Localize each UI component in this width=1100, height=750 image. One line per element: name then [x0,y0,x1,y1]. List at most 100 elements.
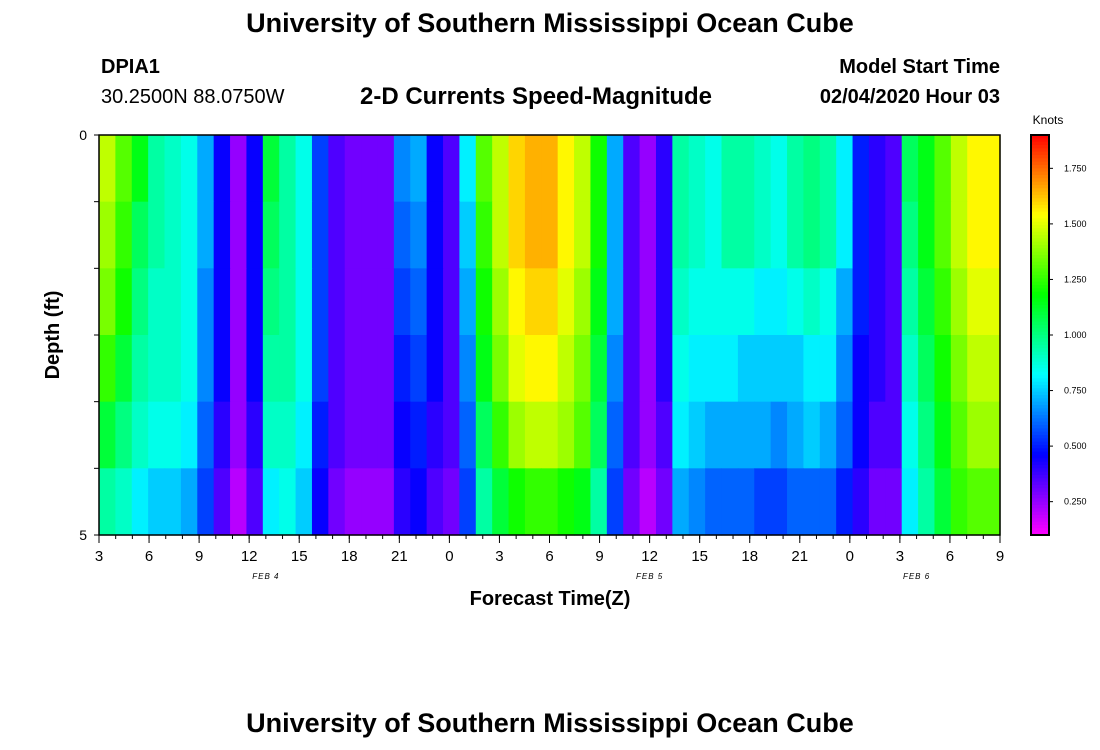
heatmap-cell [230,401,248,469]
colorbar-step [1031,208,1049,213]
heatmap-cell [721,335,739,403]
colorbar-step [1031,295,1049,299]
heatmap-cell [787,335,805,403]
colorbar-step [1031,365,1049,369]
heatmap-cell [524,135,542,203]
heatmap-cell [721,468,739,536]
heatmap-cell [787,135,805,203]
colorbar-tick-label: 1.500 [1064,219,1087,229]
heatmap-cell [655,468,673,536]
colorbar-step [1031,435,1049,439]
heatmap-cell [803,468,821,536]
x-tick-label: 15 [291,548,308,565]
colorbar-step [1031,441,1049,446]
heatmap-cell [377,468,395,536]
heatmap-cell [983,268,1001,336]
colorbar-step [1031,155,1049,159]
colorbar-step [1031,368,1049,373]
heatmap-cell [115,201,133,269]
heatmap-cell [885,268,903,336]
heatmap-cell [868,135,886,203]
colorbar-step [1031,325,1049,329]
heatmap-cell [639,335,657,403]
colorbar-step [1031,331,1049,336]
colorbar-step [1031,321,1049,326]
heatmap-cell [344,401,362,469]
heatmap-cell [426,401,444,469]
colorbar-step [1031,385,1049,389]
x-tick-label: 12 [641,548,658,565]
colorbar-step [1031,465,1049,469]
x-tick-label: 21 [791,548,808,565]
colorbar-step [1031,165,1049,169]
heatmap-cell [606,135,624,203]
colorbar-step [1031,375,1049,379]
heatmap-cell [950,335,968,403]
heatmap-cell [459,268,477,336]
heatmap-cell [377,335,395,403]
heatmap-cell [770,468,788,536]
heatmap-cell [475,468,493,536]
heatmap-cell [557,335,575,403]
day-label: FEB 5 [636,572,663,581]
x-tick-label: 3 [95,548,103,565]
colorbar-step [1031,361,1049,366]
heatmap-cell [492,268,510,336]
colorbar-step [1031,291,1049,296]
colorbar-step [1031,521,1049,526]
x-axis: 3 6 9 12 15 18 21 0 3 6 9 12 15 18 21 0 3 6 9 FEB 4 FEB 5 FEB… [95,535,1004,581]
heatmap-cell [852,335,870,403]
heatmap-cell [770,135,788,203]
heatmap-cell [590,468,608,536]
heatmap-cell [393,268,411,336]
colorbar-step [1031,255,1049,259]
heatmap-cell [230,468,248,536]
heatmap-cell [197,335,215,403]
x-tick-label: 9 [595,548,603,565]
heatmap-cell [492,335,510,403]
heatmap-cell [443,268,460,336]
colorbar-step [1031,181,1049,186]
heatmap-cell [328,468,346,536]
heatmap-cell [639,468,657,536]
x-tick-label: 18 [341,548,358,565]
heatmap-cell [787,201,805,269]
colorbar-step [1031,225,1049,229]
heatmap-cell [524,401,542,469]
heatmap-cell [328,335,346,403]
heatmap-cell [934,268,952,336]
x-tick-label: 6 [145,548,153,565]
heatmap-cell [508,268,526,336]
heatmap-cell [410,201,428,269]
x-tick-label: 6 [545,548,553,565]
heatmap-cell [344,468,362,536]
heatmap-cell [983,201,1001,269]
heatmap-cell [885,135,903,203]
colorbar-step [1031,381,1049,386]
colorbar-step [1031,261,1049,266]
heatmap-cell [443,401,460,469]
heatmap-cell [524,335,542,403]
heatmap-cell [393,335,411,403]
heatmap-cell [377,401,395,469]
heatmap-cell [410,401,428,469]
heatmap-cell [901,135,919,203]
heatmap-cell [574,268,592,336]
colorbar-step [1031,518,1049,523]
heatmap-cell [852,268,870,336]
heatmap-cell [393,468,411,536]
heatmap-cell [279,268,297,336]
heatmap-cell [541,335,559,403]
heatmap-cell [311,335,329,403]
x-tick-label: 12 [241,548,258,565]
heatmap-cell [590,335,608,403]
heatmap-cell [574,135,592,203]
colorbar-step [1031,371,1049,376]
heatmap-cell [344,135,362,203]
heatmap-cell [377,268,395,336]
heatmap-cell [508,468,526,536]
heatmap-cell [197,268,215,336]
colorbar-step [1031,505,1049,509]
heatmap-cell [803,135,821,203]
heatmap-cell [328,401,346,469]
